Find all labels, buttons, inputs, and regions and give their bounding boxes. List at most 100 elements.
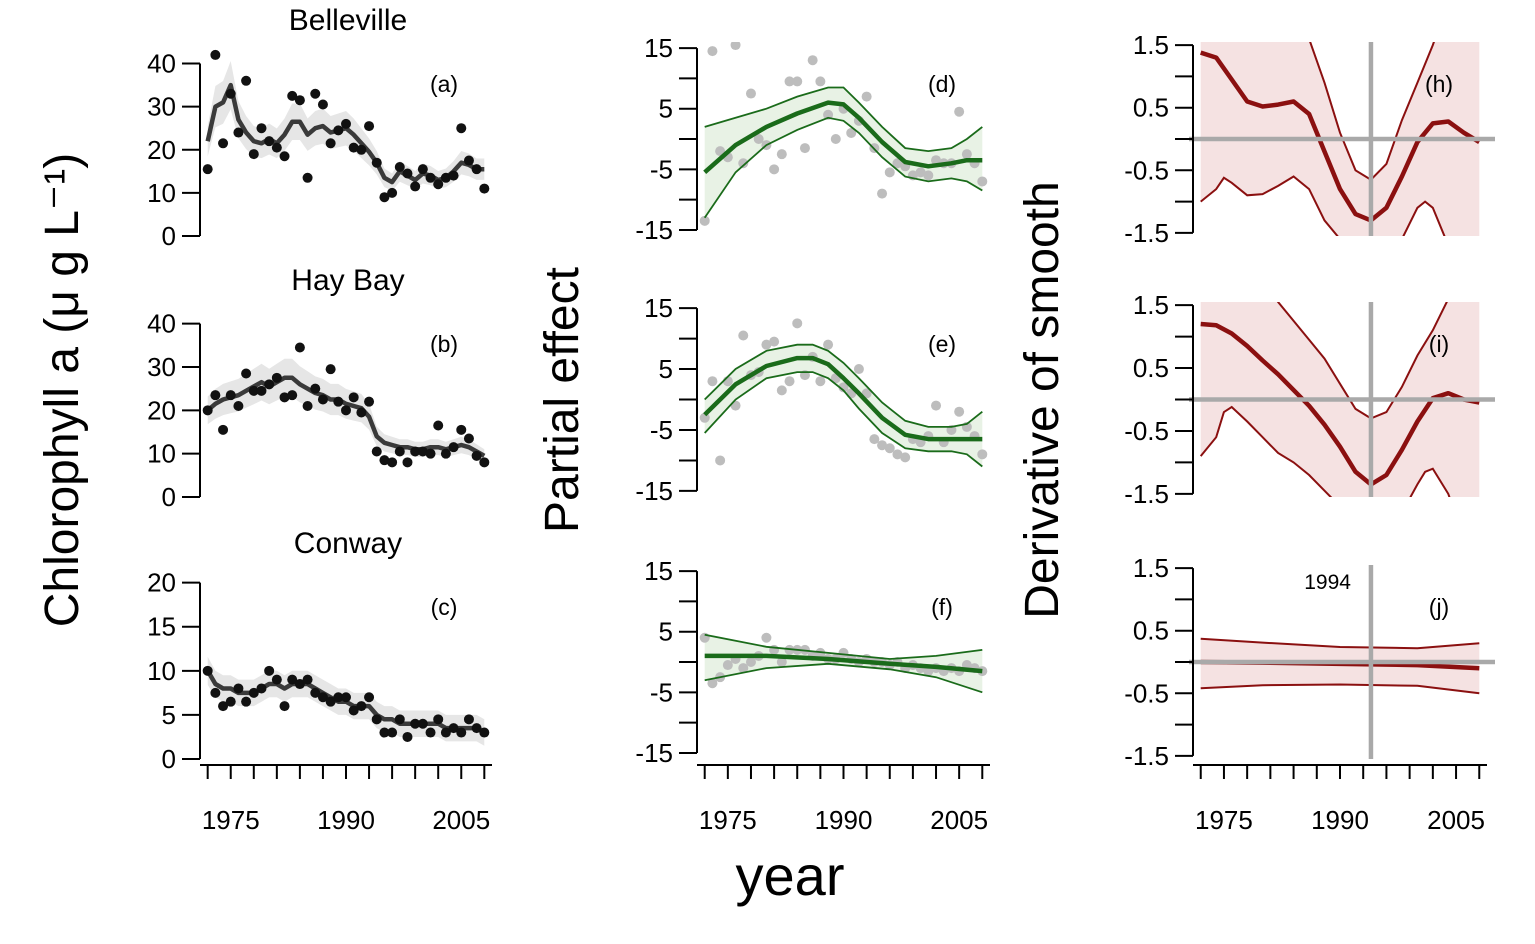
- panel-e-point-5: [738, 330, 749, 341]
- panel-b-point-25: [394, 446, 405, 457]
- panel-c-point-7: [256, 683, 267, 694]
- panel-h-derivative-line: [1200, 50, 1481, 223]
- panel-a-point-13: [302, 172, 313, 183]
- panel-c-point-25: [394, 714, 405, 725]
- panel-a-title: Belleville: [289, 4, 407, 37]
- panel-f-point-1: [707, 678, 718, 689]
- panel-a-point-26: [402, 168, 413, 179]
- panel-i-lower-line: [1199, 405, 1451, 497]
- panel-a: 0 10 20 30 40 (a) Belleville: [147, 4, 490, 251]
- panel-a-point-20: [356, 144, 367, 155]
- panel-c-point-19: [348, 705, 359, 716]
- panel-b-ytick-label-0: 0: [162, 482, 176, 512]
- panel-b-point-27: [410, 446, 421, 457]
- panel-f-upper-line: [704, 633, 983, 660]
- panel-f-letter: (f): [931, 594, 953, 620]
- panel-c-point-8: [264, 665, 275, 676]
- panel-b-point-19: [348, 392, 359, 403]
- panel-a-point-36: [479, 183, 490, 194]
- panel-a-point-0: [202, 164, 213, 175]
- panel-i-upper-line: [1276, 302, 1448, 420]
- panel-e-point-16: [823, 339, 834, 350]
- panel-e-point-33: [954, 406, 965, 417]
- panel-d-plot-area: [699, 42, 988, 226]
- panel-e-lower-line: [704, 371, 983, 468]
- panel-e-upper-line: [704, 343, 983, 428]
- panel-e-point-12: [792, 318, 803, 329]
- panel-e-point-18: [838, 382, 849, 393]
- panel-b-letter: (b): [430, 331, 458, 357]
- panel-d-point-21: [861, 91, 872, 102]
- panel-a-point-3: [225, 88, 236, 99]
- panel-j-ytick-label-1: -0.5: [1124, 678, 1169, 708]
- panel-a-point-10: [279, 151, 290, 162]
- panel-d-point-0: [699, 215, 710, 226]
- panel-d-point-25: [892, 158, 903, 169]
- panel-d-point-13: [799, 143, 810, 154]
- panel-i-ytick-label-1: -0.5: [1124, 416, 1169, 446]
- panel-c-point-30: [433, 714, 444, 725]
- panel-a-point-2: [218, 138, 229, 149]
- panel-a-ytick-label-0: 0: [162, 221, 176, 251]
- panel-d-lower-line: [703, 116, 983, 219]
- panel-a-ytick-label-2: 20: [147, 135, 176, 165]
- panel-a-point-7: [256, 123, 267, 134]
- panel-a-point-35: [471, 164, 482, 175]
- panel-e-point-11: [784, 376, 795, 387]
- panel-e-point-23: [877, 440, 888, 451]
- panel-i-ytick-label-3: 1.5: [1133, 290, 1169, 320]
- panel-e-ytick-label-1: -5: [650, 415, 673, 445]
- panel-c-point-21: [364, 692, 375, 703]
- panel-i-ci-band: [1200, 302, 1480, 497]
- panel-d-point-14: [807, 55, 818, 66]
- panel-c-point-26: [402, 731, 413, 742]
- panel-c-point-0: [202, 665, 213, 676]
- panel-e-point-25: [892, 449, 903, 460]
- panel-b-plot-area: [202, 342, 490, 468]
- panel-j-xtick-label-0: 1975: [1195, 805, 1253, 835]
- panel-b-point-4: [233, 401, 244, 411]
- panel-c-point-4: [233, 683, 244, 694]
- panel-d-point-7: [753, 134, 764, 144]
- panel-c-xtick-label-2: 2005: [432, 805, 490, 835]
- panel-e-ytick-label-2: 5: [659, 354, 673, 384]
- panel-f-plot-area: [699, 632, 988, 694]
- panel-f-point-10: [776, 657, 787, 667]
- panel-f-point-0: [699, 632, 710, 643]
- panel-e-point-30: [931, 400, 942, 411]
- panel-b-point-21: [364, 396, 375, 407]
- panel-f-ytick-label-1: -5: [650, 677, 673, 707]
- panel-d: -15 -5 5 15 (d): [635, 33, 988, 245]
- panel-e-point-36: [977, 449, 988, 460]
- panel-c-point-15: [317, 692, 328, 703]
- panel-b-point-0: [202, 405, 213, 416]
- panel-c-point-17: [333, 692, 344, 703]
- panel-i-ytick-label-0: -1.5: [1124, 479, 1169, 509]
- panel-c-letter: (c): [431, 594, 458, 620]
- panel-b-point-17: [333, 396, 344, 407]
- panel-j-lower-line: [1200, 683, 1480, 695]
- panel-b-point-32: [448, 442, 459, 453]
- panel-a-plot-area: [202, 49, 490, 203]
- panel-d-fit-line: [703, 100, 983, 174]
- panel-d-point-19: [846, 127, 857, 138]
- panel-f-ytick-label-3: 15: [644, 556, 673, 586]
- panel-a-ytick-label-1: 10: [147, 178, 176, 208]
- panel-j-plot-area: [1200, 637, 1480, 695]
- panel-j-upper-line: [1200, 637, 1480, 650]
- panel-d-ytick-label-0: -15: [635, 215, 673, 245]
- panel-a-point-8: [264, 136, 275, 147]
- panel-b-title: Hay Bay: [291, 264, 404, 297]
- panel-i: -1.5 -0.5 0.5 1.5 (i): [1124, 290, 1495, 509]
- panel-b-point-9: [271, 372, 282, 383]
- panel-f-xtick-label-1: 1990: [815, 805, 873, 835]
- panel-c-ytick-label-0: 0: [162, 744, 176, 774]
- panel-a-point-4: [233, 127, 244, 138]
- panel-h-ytick-label-3: 1.5: [1133, 30, 1169, 60]
- panel-h-ci-band: [1200, 42, 1480, 236]
- panel-f-point-3: [722, 660, 733, 671]
- panel-d-point-1: [707, 46, 718, 57]
- panel-j: -1.5 -0.5 0.5 1.5 1975 1990 2005 (j) 1994: [1124, 553, 1495, 835]
- panel-a-point-30: [433, 179, 444, 190]
- panel-e-point-22: [869, 434, 880, 445]
